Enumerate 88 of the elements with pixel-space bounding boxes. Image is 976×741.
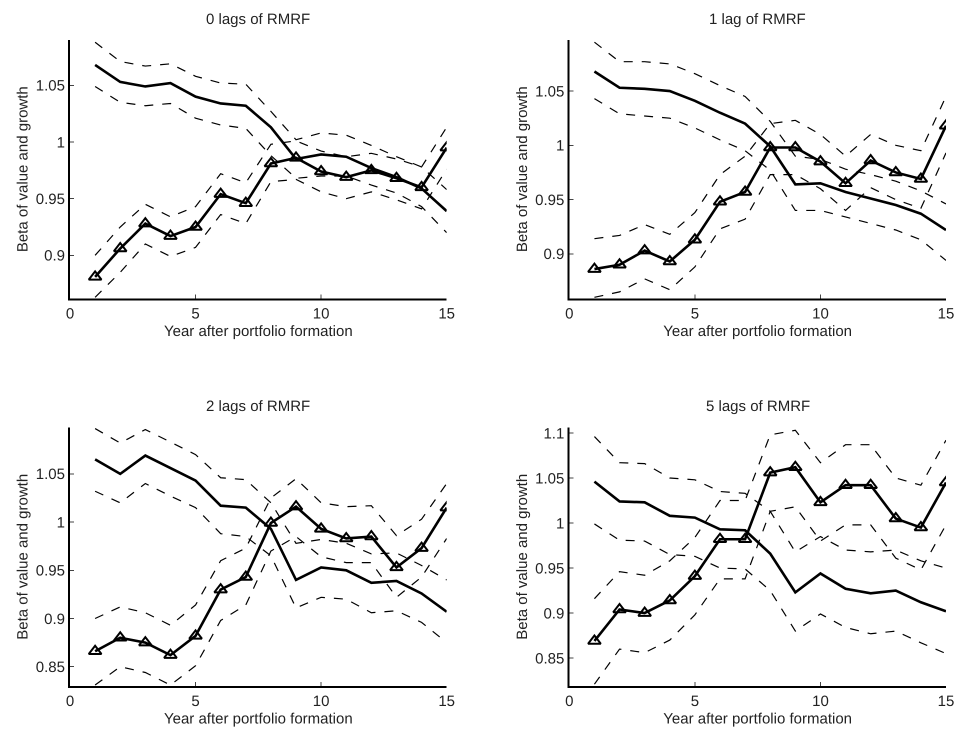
point (314, 522, 328, 533)
point (712, 532, 728, 543)
y-tick-label: 0.95 (36, 190, 65, 208)
y-axis-title: Beta of value and growth (514, 86, 531, 252)
y-tick-label: 0.95 (535, 192, 564, 209)
point (838, 176, 853, 188)
point (662, 594, 678, 604)
y-tick-label: 0.85 (36, 658, 65, 676)
x-tick-label: 15 (938, 305, 954, 322)
x-tick-label: 10 (312, 305, 330, 322)
point (662, 254, 678, 266)
y-tick-label: 1 (56, 134, 65, 152)
x-axis-title: Year after portfolio formation (164, 322, 353, 340)
point (163, 648, 178, 659)
x-axis-title: Year after portfolio formation (164, 710, 353, 728)
x-tick-label: 10 (812, 693, 829, 710)
point (688, 233, 702, 244)
point (914, 172, 928, 183)
chart-title: 0 lags of RMRF (206, 11, 310, 28)
chart-title: 1 lag of RMRF (709, 11, 806, 28)
y-tick-label: 0.95 (36, 562, 65, 580)
y-tick-label: 1 (56, 514, 65, 532)
point (738, 186, 752, 196)
y-tick-label: 1 (556, 138, 564, 155)
point (389, 172, 404, 182)
point (888, 166, 904, 176)
y-tick-label: 0.9 (44, 248, 65, 265)
point (338, 532, 354, 542)
point (264, 516, 278, 527)
y-tick-label: 1.05 (535, 83, 564, 100)
x-tick-label: 0 (565, 305, 574, 322)
y-tick-label: 1.05 (535, 470, 564, 488)
x-tick-label: 15 (438, 693, 456, 710)
x-axis-title: Year after portfolio formation (663, 322, 852, 340)
point (612, 602, 627, 614)
point (712, 195, 728, 206)
point (389, 560, 404, 572)
point (264, 157, 278, 168)
point (914, 521, 928, 532)
point (813, 496, 828, 506)
y-tick-label: 1.05 (36, 78, 65, 95)
point (587, 634, 602, 645)
point (188, 629, 203, 640)
x-tick-label: 15 (938, 693, 954, 710)
y-tick-label: 0.9 (543, 605, 564, 622)
x-tick-label: 0 (66, 693, 74, 710)
point (762, 140, 778, 152)
point (88, 270, 102, 281)
point (112, 631, 128, 642)
point (88, 644, 102, 656)
chart-title: 2 lags of RMRF (206, 398, 310, 415)
x-tick-label: 0 (66, 305, 74, 322)
y-tick-label: 1.05 (36, 466, 65, 484)
point (314, 164, 328, 176)
x-tick-label: 10 (312, 693, 330, 710)
x-tick-label: 10 (812, 305, 829, 322)
x-tick-label: 5 (191, 693, 200, 710)
point (163, 230, 178, 240)
y-tick-label: 0.95 (535, 560, 564, 578)
x-tick-label: 0 (565, 693, 574, 710)
point (288, 151, 304, 162)
y-axis-title: Beta of value and growth (14, 86, 32, 252)
x-tick-label: 15 (438, 305, 456, 322)
y-axis-title: Beta of value and growth (14, 474, 32, 640)
y-axis-title: Beta of value and growth (514, 474, 531, 640)
point (414, 542, 429, 552)
point (788, 140, 803, 152)
point (813, 155, 828, 166)
y-tick-label: 0.85 (535, 650, 564, 668)
point (188, 220, 203, 231)
x-tick-label: 5 (690, 305, 700, 322)
y-tick-label: 1.1 (543, 425, 564, 442)
point (688, 570, 702, 580)
point (587, 262, 602, 273)
x-tick-label: 5 (191, 305, 200, 322)
line-series (594, 523, 946, 654)
chart-title: 5 lags of RMRF (706, 398, 810, 415)
point (612, 258, 627, 268)
point (738, 532, 752, 543)
y-tick-label: 0.9 (44, 610, 65, 628)
y-tick-label: 1 (556, 515, 564, 532)
point (364, 164, 379, 174)
y-tick-label: 0.9 (543, 246, 564, 264)
point (288, 500, 304, 510)
x-axis-title: Year after portfolio formation (663, 710, 852, 728)
x-tick-label: 5 (690, 693, 700, 710)
point (414, 180, 429, 192)
point (838, 478, 853, 489)
